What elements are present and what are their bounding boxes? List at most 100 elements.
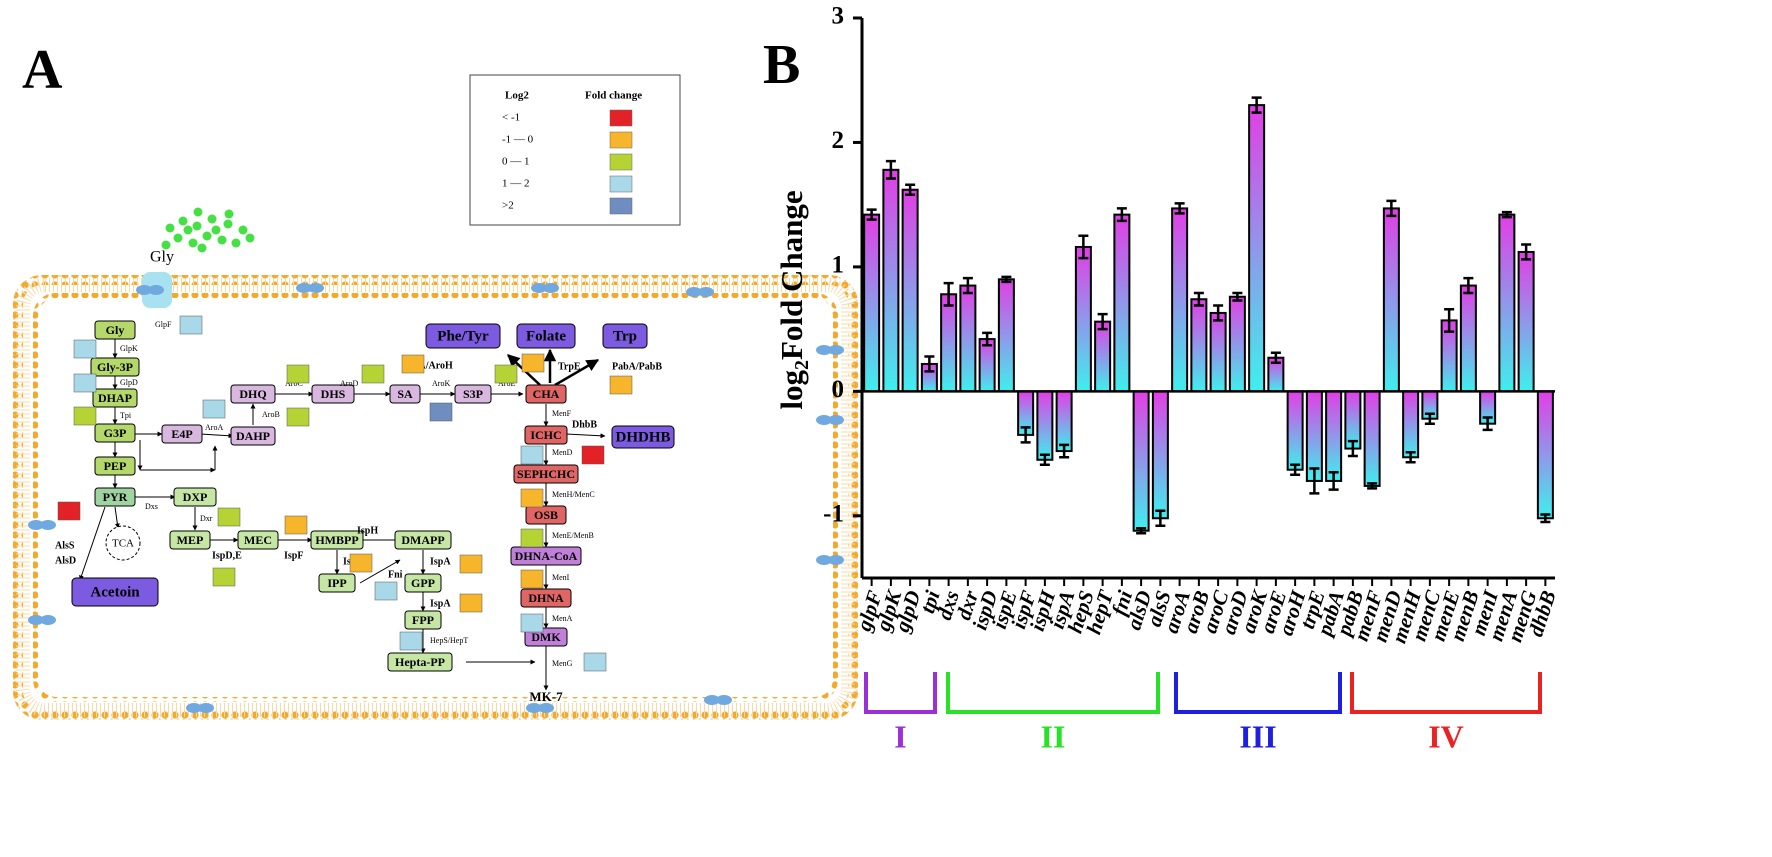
error-bar — [1116, 207, 1127, 223]
enzyme-label: AlsD — [55, 555, 76, 566]
metabolite-box — [94, 320, 136, 340]
membrane-protein — [28, 615, 44, 625]
bar — [1151, 390, 1169, 520]
metabolite-label: S3P — [463, 387, 483, 401]
membrane-protein — [148, 285, 164, 295]
metabolite-label: DHQ — [239, 387, 266, 401]
legend-swatch — [609, 153, 633, 171]
bar — [1171, 207, 1189, 393]
legend-header: Log2 — [505, 90, 529, 102]
metabolite-box — [404, 610, 442, 630]
legend-box — [469, 74, 681, 226]
membrane-protein — [716, 695, 732, 705]
y-label-part: log — [774, 370, 809, 410]
product-label: Phe/Tyr — [437, 328, 489, 344]
error-bar — [1097, 312, 1108, 331]
product-box — [425, 323, 501, 349]
membrane-protein — [531, 283, 547, 293]
dot — [193, 207, 203, 217]
error-bar — [1290, 463, 1301, 476]
metabolite-label: SEPHCHC — [517, 467, 575, 481]
metabolite-box — [161, 424, 203, 444]
legend-header: Fold change — [585, 90, 642, 102]
y-axis-label: log2Fold Change — [774, 190, 812, 409]
error-bar — [885, 159, 896, 180]
metabolite-box — [173, 487, 217, 507]
fold-change-square — [73, 406, 97, 426]
metabolite-label: Gly-3P — [97, 360, 133, 374]
y-tick-label: 2 — [832, 127, 845, 154]
dot — [224, 209, 234, 219]
enzyme-label: Dxs — [145, 502, 158, 511]
metabolite-box — [94, 423, 136, 443]
fold-change-square — [429, 402, 453, 422]
metabolite-box — [524, 425, 568, 445]
enzyme-label: AlsS — [55, 540, 75, 551]
dot — [197, 243, 207, 253]
metabolite-label: DAHP — [236, 429, 270, 443]
fold-change-square — [583, 652, 607, 672]
enzyme-label: IspD,E — [212, 550, 242, 561]
bar — [1055, 390, 1073, 453]
legend-label: -1 — 0 — [502, 134, 534, 146]
metabolite-box — [94, 456, 136, 476]
y-tick-label: 3 — [832, 3, 845, 30]
metabolite-label: DHAP — [98, 391, 132, 405]
dot — [178, 216, 188, 226]
product-box — [516, 323, 576, 349]
metabolite-label: MEP — [177, 533, 204, 547]
membrane-protein — [40, 615, 56, 625]
bar — [1382, 207, 1400, 393]
fold-change-square — [349, 553, 373, 573]
error-bar — [1444, 307, 1455, 333]
metabolite-box — [230, 426, 276, 446]
bar — [1074, 245, 1092, 393]
fold-change-square — [520, 488, 544, 508]
error-bar — [1001, 275, 1012, 284]
error-bar — [1386, 199, 1397, 218]
y-tick-label: 1 — [832, 252, 845, 279]
membrane-protein — [136, 285, 152, 295]
metabolite-label: E4P — [171, 427, 192, 441]
bar — [997, 278, 1015, 393]
metabolite-box — [318, 573, 356, 593]
metabolite-box — [237, 530, 279, 550]
y-label-part: 2 — [791, 360, 813, 370]
enzyme-label: IspA — [430, 598, 451, 609]
bar — [1459, 284, 1477, 393]
product-label: MK-7 — [529, 689, 563, 704]
arrow — [554, 358, 600, 387]
metabolite-box — [394, 530, 452, 550]
dot — [223, 219, 233, 229]
metabolite-label: DMK — [531, 630, 561, 644]
enzyme-label: AroA/AroH — [402, 360, 453, 371]
arrow — [114, 506, 120, 529]
outside-label: Gly — [150, 249, 174, 266]
metabolite-box — [90, 357, 140, 377]
metabolite-box — [389, 384, 421, 404]
bar — [1498, 213, 1516, 393]
metabolite-label: DMAPP — [401, 533, 444, 547]
bar — [1190, 298, 1208, 393]
metabolite-label: MEC — [244, 533, 272, 547]
enzyme-label: MenA — [552, 614, 573, 623]
membrane-protein — [704, 695, 720, 705]
enzyme-label: MenG — [552, 659, 573, 668]
error-bar — [1136, 526, 1147, 535]
group-bracket — [864, 672, 937, 714]
bar — [1363, 390, 1381, 487]
bar — [978, 338, 996, 393]
bar — [1132, 390, 1150, 532]
fold-change-square — [202, 399, 226, 419]
fold-change-square — [520, 569, 544, 589]
dot — [211, 225, 221, 235]
fold-change-square — [374, 581, 398, 601]
error-bar — [1078, 234, 1089, 260]
membrane-protein — [828, 345, 844, 355]
metabolite-label: DHS — [321, 387, 346, 401]
metabolite-box — [520, 588, 572, 608]
bar — [882, 168, 900, 393]
panel-label: A — [22, 39, 63, 101]
membrane-protein — [526, 703, 542, 713]
error-bar — [1482, 416, 1493, 432]
